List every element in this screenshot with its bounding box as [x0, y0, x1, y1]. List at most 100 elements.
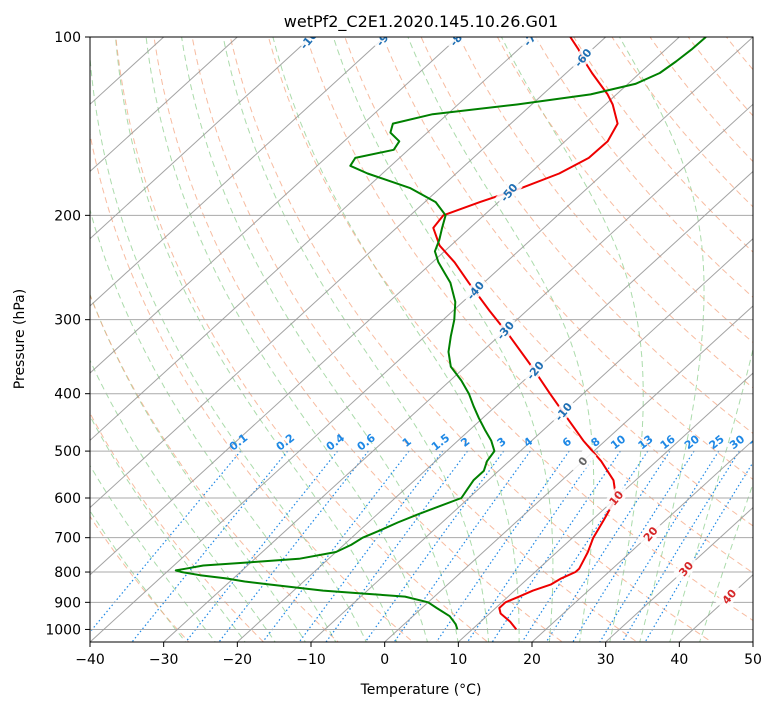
- x-tick-label: 20: [523, 652, 541, 668]
- y-axis-title: Pressure (hPa): [12, 289, 28, 389]
- moist-adiabat: [114, 37, 398, 642]
- dry-adiabat: [191, 37, 638, 642]
- x-tick-label: −10: [296, 652, 326, 668]
- isotherm-line: [531, 439, 753, 642]
- x-tick-label: 30: [597, 652, 615, 668]
- mixing-ratio-line: [572, 450, 695, 642]
- moist-adiabat: [90, 415, 246, 642]
- x-tick-label: 10: [449, 652, 467, 668]
- y-tick-label: 600: [54, 491, 81, 507]
- mixing-ratio-line: [90, 450, 242, 634]
- plot-area: 0.10.20.40.611.52346810131620253036-100-…: [90, 37, 768, 642]
- moist-adiabat: [90, 50, 367, 642]
- dry-adiabat: [496, 37, 753, 344]
- y-tick-label: 800: [54, 565, 81, 581]
- isotherm-line: [310, 238, 753, 642]
- moist-adiabats: [90, 37, 753, 642]
- isotherm-label-bg: [569, 446, 597, 476]
- y-tick-label: 1000: [45, 622, 81, 638]
- y-tick-label: 200: [54, 208, 81, 224]
- isotherm-line: [90, 37, 312, 240]
- isotherm-label-bg: [444, 37, 473, 52]
- dry-adiabat: [90, 131, 414, 642]
- moist-adiabat: [669, 347, 753, 642]
- moist-adiabat: [618, 37, 705, 642]
- mixing-ratio-line: [435, 450, 570, 642]
- isotherm-line: [90, 37, 386, 307]
- moist-adiabat: [181, 37, 459, 642]
- isotherms: [90, 37, 753, 642]
- dry-adiabat: [306, 37, 753, 574]
- dry-adiabat: [649, 37, 753, 163]
- dry-adiabat: [229, 37, 713, 642]
- dry-adiabat: [344, 37, 753, 527]
- x-axis-title: Temperature (°C): [360, 682, 482, 698]
- moist-adiabat: [407, 37, 595, 642]
- chart-title: wetPf2_C2E1.2020.145.10.26.G01: [284, 12, 558, 32]
- y-tick-label: 100: [54, 30, 81, 46]
- dry-adiabat: [115, 37, 489, 642]
- x-axis-ticks: −40 −30 −20 −10 0 10 20 30 40 50: [75, 642, 762, 668]
- mixing-ratio-label: 36: [748, 432, 768, 452]
- mixing-ratio-line: [184, 450, 339, 642]
- isotherm-label-bg: [549, 397, 578, 427]
- x-tick-label: −30: [149, 652, 179, 668]
- x-tick-label: 0: [380, 652, 389, 668]
- y-tick-label: 500: [54, 444, 81, 460]
- mixing-ratio-line: [491, 450, 621, 642]
- isotherm-label-bg: [521, 355, 549, 385]
- mixing-ratio-line: [599, 450, 720, 642]
- isotherm-line: [604, 506, 753, 642]
- moist-adiabat: [332, 37, 554, 642]
- moist-adiabat: [90, 207, 337, 642]
- dewpoint-line: [174, 37, 707, 630]
- plot-frame: [89, 36, 754, 643]
- x-tick-label: 40: [670, 652, 688, 668]
- isotherm-line: [457, 372, 753, 642]
- isotherm-label-bg: [370, 37, 399, 52]
- isotherm-label-bg: [495, 178, 523, 207]
- data-series: [174, 37, 707, 631]
- y-axis-ticks: 100 200 300 400 500 600 700 800 900 1000: [45, 30, 90, 638]
- dry-adiabat: [611, 37, 753, 208]
- isotherm-label-bg: [461, 275, 490, 305]
- x-tick-label: 50: [744, 652, 762, 668]
- isotherm-label-bg: [491, 315, 520, 345]
- moist-adiabat: [699, 482, 753, 642]
- isotherm-line: [90, 37, 239, 173]
- isotherm-label-bg: [602, 483, 630, 513]
- moist-adiabat: [272, 37, 520, 642]
- moist-adiabat: [90, 464, 216, 642]
- isotherm-line: [236, 170, 753, 642]
- isotherm-line: [90, 37, 460, 374]
- isotherm-label-bg: [518, 37, 546, 52]
- mixing-ratio-line: [364, 450, 505, 642]
- dry-adiabat: [90, 293, 339, 642]
- y-tick-label: 400: [54, 387, 81, 403]
- isotherm-line: [90, 37, 681, 576]
- moist-adiabat: [222, 37, 490, 642]
- isotherm-label-bg: [715, 582, 743, 612]
- mixing-ratio-line: [545, 450, 671, 642]
- isotherm-label-group: 0: [569, 446, 597, 476]
- mixing-ratio-line: [218, 450, 369, 642]
- moist-adiabat: [90, 359, 276, 642]
- x-tick-label: −40: [75, 652, 105, 668]
- isotherm-line: [90, 37, 533, 442]
- isotherm-label-bg: [636, 519, 665, 549]
- isotherm-line: [383, 305, 753, 642]
- isotherm-line: [90, 37, 753, 642]
- isotherm-label-bg: [672, 554, 700, 584]
- pressure-gridlines: [90, 37, 753, 630]
- temperature-line: [432, 37, 619, 631]
- isotherm-label-bg: [569, 43, 597, 73]
- mixing-ratio-line: [521, 450, 649, 642]
- dry-adiabat: [458, 37, 753, 389]
- moist-adiabat: [500, 37, 644, 642]
- mixing-ratio-line: [393, 450, 531, 642]
- dry-adiabat: [420, 37, 753, 435]
- y-tick-label: 300: [54, 313, 81, 329]
- dry-adiabat: [153, 37, 564, 642]
- isotherm-line: [90, 37, 607, 509]
